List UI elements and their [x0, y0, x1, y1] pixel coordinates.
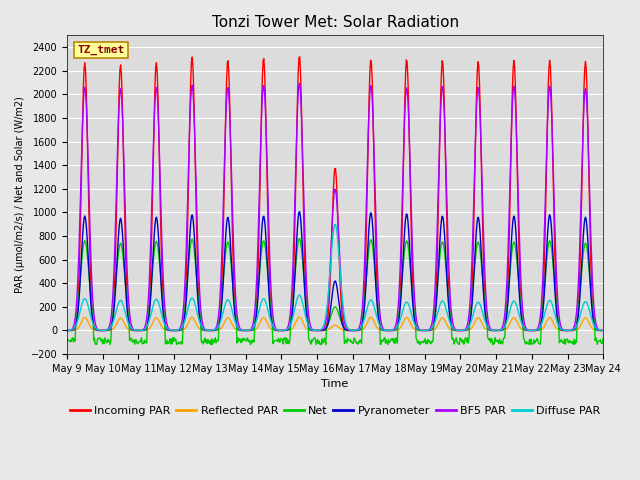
Reflected PAR — [417, 328, 424, 334]
Diffuse PAR — [128, 326, 136, 332]
Reflected PAR — [73, 327, 81, 333]
Reflected PAR — [211, 328, 218, 334]
Y-axis label: PAR (μmol/m2/s) / Net and Solar (W/m2): PAR (μmol/m2/s) / Net and Solar (W/m2) — [15, 96, 25, 293]
Pyranometer — [401, 224, 409, 230]
Net — [73, 313, 81, 319]
Incoming PAR — [600, 328, 607, 334]
Diffuse PAR — [182, 312, 190, 318]
Line: Diffuse PAR: Diffuse PAR — [67, 225, 604, 330]
Diffuse PAR — [417, 327, 424, 333]
Reflected PAR — [128, 327, 136, 333]
X-axis label: Time: Time — [321, 379, 349, 389]
Net — [212, 335, 220, 341]
BF5 PAR — [417, 327, 424, 333]
BF5 PAR — [401, 108, 409, 113]
Reflected PAR — [401, 316, 409, 322]
Pyranometer — [182, 297, 190, 302]
Line: Net: Net — [67, 239, 604, 345]
Net — [296, 236, 303, 241]
Net — [182, 291, 190, 297]
Incoming PAR — [401, 94, 409, 100]
Diffuse PAR — [63, 327, 71, 333]
BF5 PAR — [296, 81, 303, 86]
Incoming PAR — [63, 328, 71, 334]
Net — [63, 338, 71, 344]
Line: Incoming PAR: Incoming PAR — [67, 57, 604, 331]
Incoming PAR — [417, 327, 424, 333]
Reflected PAR — [600, 328, 607, 334]
Line: Pyranometer: Pyranometer — [67, 212, 604, 331]
Diffuse PAR — [600, 327, 607, 333]
Reflected PAR — [63, 328, 71, 334]
Incoming PAR — [211, 327, 218, 333]
Diffuse PAR — [211, 327, 218, 333]
Diffuse PAR — [401, 301, 409, 307]
Legend: Incoming PAR, Reflected PAR, Net, Pyranometer, BF5 PAR, Diffuse PAR: Incoming PAR, Reflected PAR, Net, Pyrano… — [65, 401, 605, 420]
Incoming PAR — [296, 54, 303, 60]
Net — [402, 240, 410, 246]
Pyranometer — [600, 328, 607, 334]
BF5 PAR — [182, 245, 190, 251]
Reflected PAR — [296, 314, 303, 320]
Incoming PAR — [182, 274, 190, 279]
Pyranometer — [211, 327, 218, 333]
Net — [209, 342, 216, 348]
Pyranometer — [296, 209, 303, 215]
Diffuse PAR — [73, 321, 81, 326]
Pyranometer — [128, 327, 136, 333]
Line: BF5 PAR: BF5 PAR — [67, 84, 604, 331]
BF5 PAR — [128, 324, 136, 329]
Net — [128, 337, 136, 343]
Incoming PAR — [128, 327, 136, 333]
Net — [600, 335, 607, 341]
BF5 PAR — [211, 327, 218, 333]
Diffuse PAR — [331, 222, 339, 228]
Line: Reflected PAR: Reflected PAR — [67, 317, 604, 331]
Pyranometer — [63, 328, 71, 334]
BF5 PAR — [73, 300, 81, 305]
BF5 PAR — [600, 328, 607, 334]
Incoming PAR — [73, 317, 81, 323]
Pyranometer — [417, 327, 424, 333]
Pyranometer — [73, 319, 81, 325]
Text: TZ_tmet: TZ_tmet — [77, 45, 125, 55]
BF5 PAR — [63, 328, 71, 334]
Net — [417, 339, 425, 345]
Reflected PAR — [182, 324, 190, 330]
Title: Tonzi Tower Met: Solar Radiation: Tonzi Tower Met: Solar Radiation — [212, 15, 459, 30]
